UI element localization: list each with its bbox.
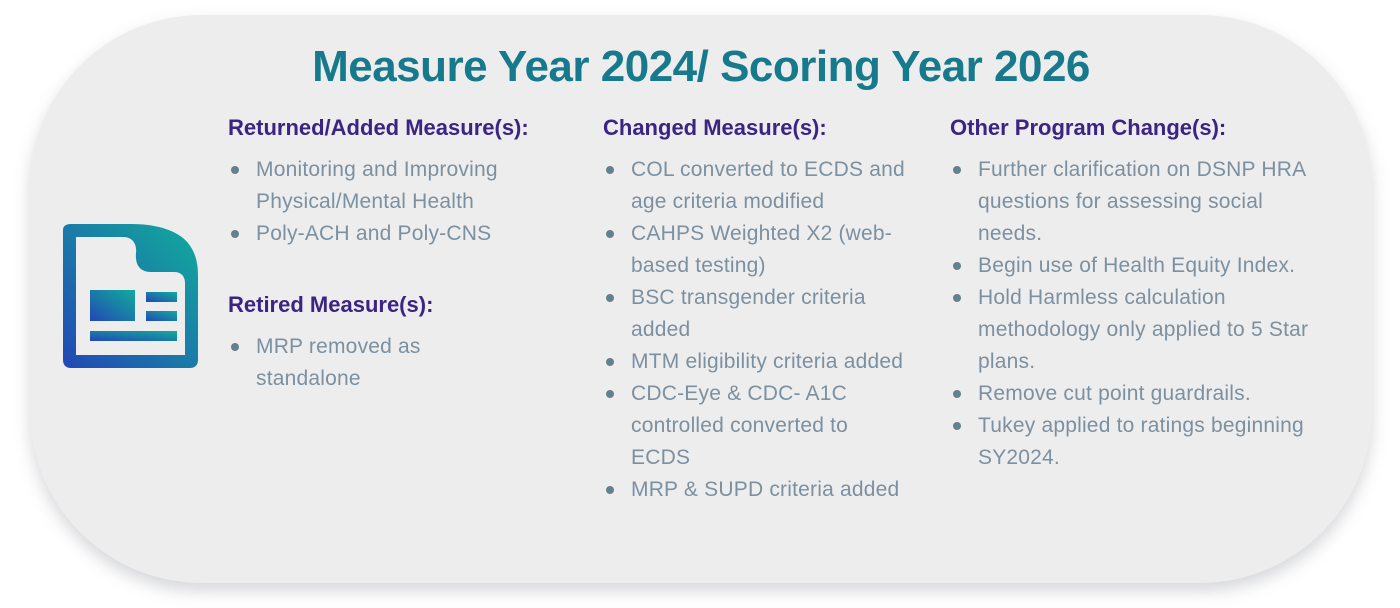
- column-other-program-changes: Other Program Change(s): Further clarifi…: [950, 115, 1312, 474]
- list-item: BSC transgender criteria added: [603, 282, 911, 346]
- section-heading-retired: Retired Measure(s):: [228, 292, 434, 317]
- list-item: COL converted to ECDS and age criteria m…: [603, 154, 911, 218]
- list-item: Begin use of Health Equity Index.: [950, 250, 1312, 282]
- list-item: Remove cut point guardrails.: [950, 378, 1312, 410]
- list-item: CAHPS Weighted X2 (web-based testing): [603, 218, 911, 282]
- bullet-list-other-program: Further clarification on DSNP HRA questi…: [950, 154, 1312, 474]
- bullet-list-returned-added: Monitoring and Improving Physical/Mental…: [228, 154, 578, 250]
- column-changed-measures: Changed Measure(s): COL converted to ECD…: [603, 115, 911, 506]
- list-item: MTM eligibility criteria added: [603, 346, 911, 378]
- list-item: MRP & SUPD criteria added: [603, 474, 911, 506]
- page-title: Measure Year 2024/ Scoring Year 2026: [312, 42, 1090, 91]
- section-heading-returned-added: Returned/Added Measure(s):: [228, 115, 529, 140]
- list-item: Tukey applied to ratings beginning SY202…: [950, 410, 1312, 474]
- section-heading-changed: Changed Measure(s):: [603, 115, 827, 140]
- column-returned-added: Returned/Added Measure(s): Monitoring an…: [228, 115, 578, 395]
- rounded-panel: [30, 15, 1372, 583]
- list-item: Hold Harmless calculation methodology on…: [950, 282, 1312, 378]
- list-item: Further clarification on DSNP HRA questi…: [950, 154, 1312, 250]
- list-item: Monitoring and Improving Physical/Mental…: [228, 154, 578, 218]
- bullet-list-retired: MRP removed as standalone: [228, 331, 578, 395]
- document-icon: [57, 212, 199, 374]
- bullet-list-changed: COL converted to ECDS and age criteria m…: [603, 154, 911, 506]
- list-item: Poly-ACH and Poly-CNS: [228, 218, 578, 250]
- list-item: CDC-Eye & CDC- A1C controlled converted …: [603, 378, 911, 474]
- list-item: MRP removed as standalone: [228, 331, 463, 395]
- section-heading-other-program: Other Program Change(s):: [950, 115, 1227, 140]
- document-icon-graphic: [63, 224, 198, 368]
